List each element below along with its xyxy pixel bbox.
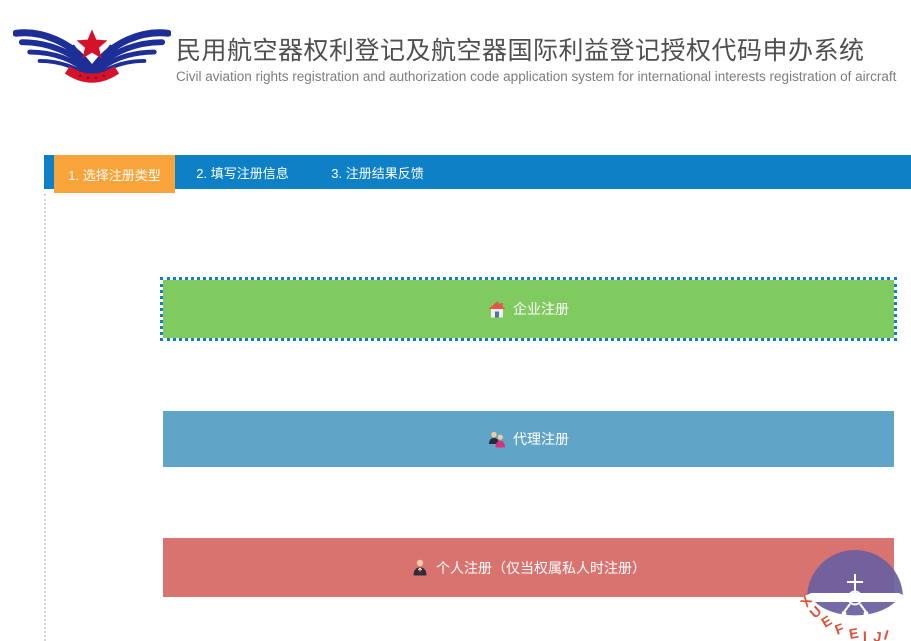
svg-text:J: J (873, 628, 883, 641)
tab-step2-fill-info[interactable]: 2. 填写注册信息 (196, 165, 289, 181)
content-left-dotted-border (44, 194, 46, 641)
people-icon (488, 431, 506, 448)
svg-text:F: F (833, 620, 847, 638)
watermark-text: X U E F E I J I (797, 592, 891, 641)
svg-text:U: U (806, 603, 824, 622)
house-icon (488, 301, 506, 318)
agent-register-label: 代理注册 (513, 431, 569, 447)
page-title: 民用航空器权利登记及航空器国际利益登记授权代码申办系统 (176, 37, 865, 65)
enterprise-register-button[interactable]: 企业注册 (160, 277, 897, 341)
enterprise-register-label: 企业注册 (513, 301, 569, 317)
tab-step1-choose-type[interactable]: 1. 选择注册类型 (54, 155, 175, 193)
personal-register-label: 个人注册（仅当权属私人时注册） (436, 559, 646, 576)
svg-text:E: E (818, 612, 834, 631)
personal-register-button[interactable]: 个人注册（仅当权属私人时注册） (163, 538, 894, 597)
tab-step3-result[interactable]: 3. 注册结果反馈 (331, 165, 424, 181)
caac-logo-icon (12, 27, 172, 83)
header-titles: 民用航空器权利登记及航空器国际利益登记授权代码申办系统 Civil aviati… (176, 36, 896, 85)
svg-text:E: E (848, 625, 860, 641)
page-subtitle: Civil aviation rights registration and a… (176, 69, 897, 84)
steps-tabbar: 1. 选择注册类型 2. 填写注册信息 3. 注册结果反馈 (44, 155, 911, 193)
svg-text:I: I (863, 628, 867, 641)
svg-text:I: I (882, 627, 890, 641)
person-icon (411, 559, 429, 576)
agent-register-button[interactable]: 代理注册 (163, 411, 894, 467)
